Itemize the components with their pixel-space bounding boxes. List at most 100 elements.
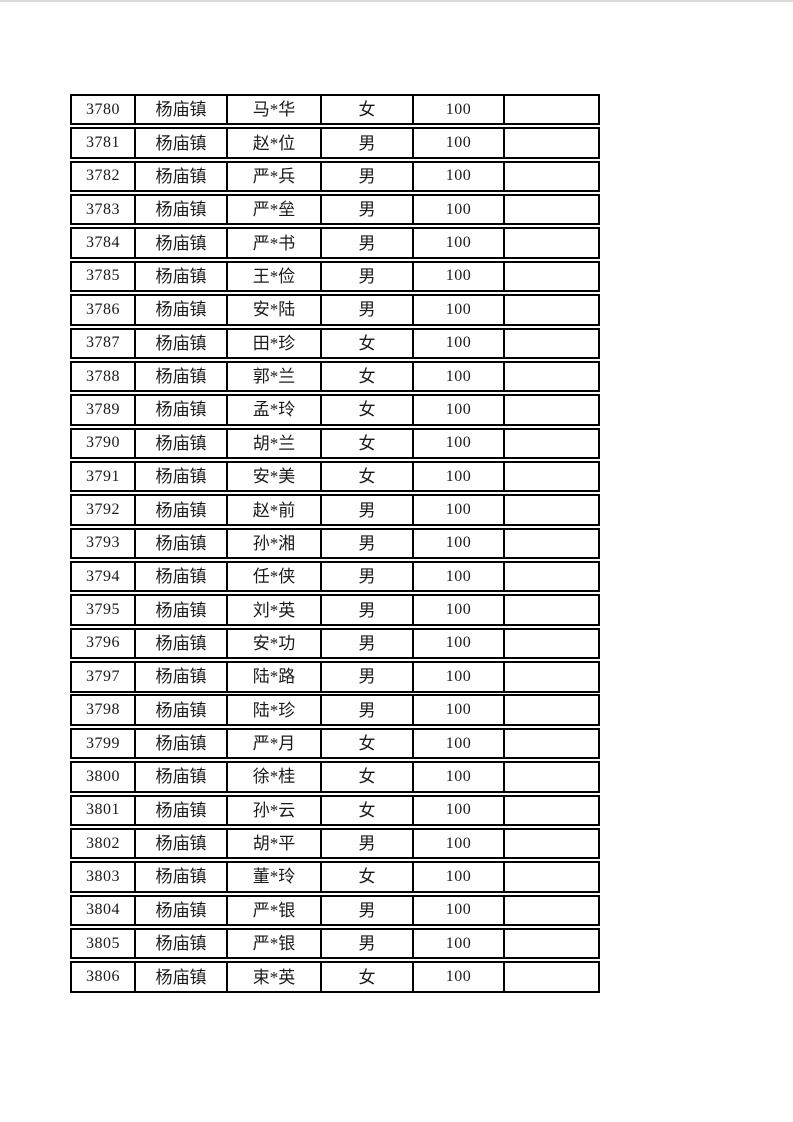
cell-note-empty: [505, 596, 598, 623]
cell-amount: 100: [414, 696, 505, 724]
cell-note-empty: [505, 229, 598, 256]
cell-note-empty: [505, 863, 598, 890]
cell-row-number: 3786: [72, 296, 136, 324]
cell-town: 杨庙镇: [136, 529, 228, 558]
table-row: 3791 杨庙镇 安*美 女 100: [70, 460, 600, 493]
cell-town: 杨庙镇: [136, 696, 228, 724]
cell-note-empty: [505, 196, 598, 223]
cell-row-number: 3800: [72, 763, 136, 791]
cell-row-number: 3793: [72, 529, 136, 558]
cell-amount: 100: [414, 896, 505, 925]
cell-town: 杨庙镇: [136, 563, 228, 591]
cell-row-number: 3792: [72, 496, 136, 524]
cell-note-empty: [505, 763, 598, 790]
cell-amount: 100: [414, 462, 505, 491]
cell-note-empty: [505, 730, 598, 757]
cell-row-number: 3802: [72, 829, 136, 858]
cell-gender: 男: [322, 696, 414, 724]
table-row: 3797 杨庙镇 陆*路 男 100: [70, 661, 600, 693]
cell-gender: 男: [322, 529, 414, 558]
cell-amount: 100: [414, 262, 505, 291]
table-row: 3806 杨庙镇 束*英 女 100: [70, 961, 600, 993]
cell-row-number: 3790: [72, 429, 136, 457]
cell-amount: 100: [414, 796, 505, 824]
cell-town: 杨庙镇: [136, 829, 228, 858]
cell-name: 胡*平: [228, 829, 322, 858]
cell-amount: 100: [414, 829, 505, 858]
page-top-edge: [0, 0, 793, 2]
cell-name: 马*华: [228, 96, 322, 124]
cell-amount: 100: [414, 362, 505, 391]
cell-gender: 男: [322, 262, 414, 291]
cell-note-empty: [505, 530, 598, 557]
cell-note-empty: [505, 797, 598, 824]
table-row: 3802 杨庙镇 胡*平 男 100: [70, 827, 600, 860]
cell-name: 严*垒: [228, 196, 322, 224]
cell-amount: 100: [414, 162, 505, 191]
cell-town: 杨庙镇: [136, 362, 228, 391]
cell-name: 严*银: [228, 896, 322, 925]
cell-name: 郭*兰: [228, 362, 322, 391]
cell-gender: 女: [322, 863, 414, 891]
cell-amount: 100: [414, 329, 505, 357]
cell-gender: 女: [322, 329, 414, 357]
cell-amount: 100: [414, 296, 505, 324]
cell-amount: 100: [414, 563, 505, 591]
cell-amount: 100: [414, 763, 505, 791]
cell-note-empty: [505, 463, 598, 490]
cell-town: 杨庙镇: [136, 896, 228, 925]
cell-amount: 100: [414, 429, 505, 457]
cell-row-number: 3795: [72, 596, 136, 624]
cell-amount: 100: [414, 663, 505, 691]
cell-town: 杨庙镇: [136, 729, 228, 758]
table-row: 3780 杨庙镇 马*华 女 100: [70, 94, 600, 126]
cell-gender: 男: [322, 896, 414, 925]
cell-amount: 100: [414, 196, 505, 224]
cell-note-empty: [505, 930, 598, 957]
cell-town: 杨庙镇: [136, 629, 228, 658]
cell-gender: 男: [322, 829, 414, 858]
cell-gender: 女: [322, 429, 414, 457]
table-row: 3782 杨庙镇 严*兵 男 100: [70, 160, 600, 193]
cell-amount: 100: [414, 529, 505, 558]
cell-row-number: 3805: [72, 929, 136, 958]
cell-town: 杨庙镇: [136, 462, 228, 491]
cell-row-number: 3780: [72, 96, 136, 124]
cell-note-empty: [505, 163, 598, 190]
cell-note-empty: [505, 263, 598, 290]
cell-gender: 女: [322, 729, 414, 758]
cell-town: 杨庙镇: [136, 396, 228, 424]
cell-row-number: 3803: [72, 863, 136, 891]
cell-amount: 100: [414, 629, 505, 658]
cell-note-empty: [505, 897, 598, 924]
table-row: 3790 杨庙镇 胡*兰 女 100: [70, 427, 600, 459]
cell-amount: 100: [414, 963, 505, 991]
cell-gender: 男: [322, 563, 414, 591]
cell-row-number: 3798: [72, 696, 136, 724]
table-row: 3798 杨庙镇 陆*珍 男 100: [70, 694, 600, 726]
table-row: 3789 杨庙镇 孟*玲 女 100: [70, 394, 600, 426]
cell-note-empty: [505, 363, 598, 390]
cell-note-empty: [505, 129, 598, 156]
cell-gender: 女: [322, 396, 414, 424]
cell-town: 杨庙镇: [136, 129, 228, 157]
cell-row-number: 3791: [72, 462, 136, 491]
cell-town: 杨庙镇: [136, 196, 228, 224]
cell-town: 杨庙镇: [136, 162, 228, 191]
cell-name: 徐*桂: [228, 763, 322, 791]
cell-note-empty: [505, 496, 598, 523]
table-row: 3785 杨庙镇 王*俭 男 100: [70, 260, 600, 293]
cell-row-number: 3794: [72, 563, 136, 591]
cell-row-number: 3787: [72, 329, 136, 357]
cell-town: 杨庙镇: [136, 96, 228, 124]
table-row: 3784 杨庙镇 严*书 男 100: [70, 227, 600, 259]
cell-name: 董*玲: [228, 863, 322, 891]
table-body: 3780 杨庙镇 马*华 女 100 3781 杨庙镇 赵*位 男 100 37…: [70, 94, 600, 993]
cell-name: 赵*前: [228, 496, 322, 524]
cell-town: 杨庙镇: [136, 229, 228, 257]
cell-gender: 女: [322, 462, 414, 491]
cell-name: 严*兵: [228, 162, 322, 191]
table-row: 3804 杨庙镇 严*银 男 100: [70, 894, 600, 927]
table-row: 3787 杨庙镇 田*珍 女 100: [70, 327, 600, 359]
cell-note-empty: [505, 696, 598, 723]
